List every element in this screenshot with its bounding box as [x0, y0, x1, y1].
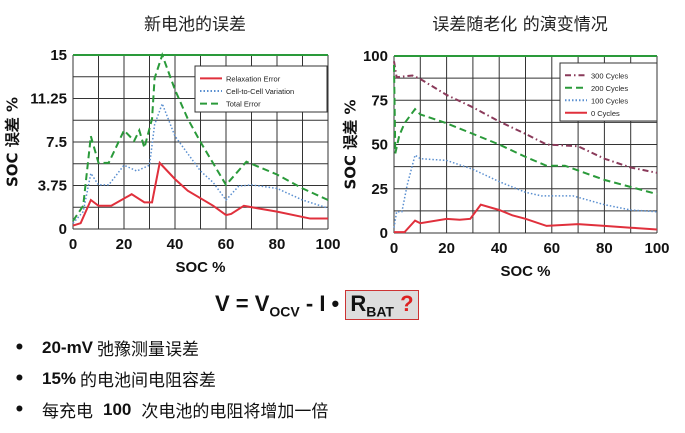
eq-v: V = V [215, 291, 270, 316]
y-tick-label: 100 [363, 48, 388, 65]
x-tick-label: 0 [69, 236, 77, 253]
series-line [72, 160, 328, 227]
x-tick-label: 60 [543, 240, 560, 257]
series-line [393, 61, 658, 174]
legend-label: 300 Cycles [591, 71, 628, 80]
chart-title-aging: 误差随老化 的演变情况 [432, 15, 608, 35]
bullet-item: • 15% 的电池间电阻容差 [14, 363, 328, 394]
rbat-box: RBAT ? [345, 290, 419, 321]
bullet-bold: 100 [103, 399, 132, 419]
bullet-bold: 15% [42, 368, 77, 388]
bullet-dot: • [14, 368, 25, 389]
eq-bat: BAT [366, 303, 394, 320]
eq-ocv: OCV [269, 303, 300, 320]
legend-label: 0 Cycles [591, 109, 620, 118]
voltage-equation: V = VOCV - I • RBAT ? [215, 290, 419, 321]
series-line [394, 203, 658, 234]
y-tick-label: 0 [59, 221, 67, 238]
y-axis-label: SOC 误差 % [4, 97, 22, 187]
bullet-text: 次电池的电阻将增加一倍 [141, 402, 329, 422]
y-tick-label: 50 [371, 137, 388, 154]
x-tick-label: 40 [491, 240, 508, 257]
x-tick-label: 40 [167, 236, 184, 253]
chart-title-new-battery: 新电池的误差 [144, 15, 246, 35]
x-tick-label: 60 [218, 236, 235, 253]
eq-mid: - I • [299, 291, 346, 316]
x-tick-label: 80 [269, 236, 286, 253]
bullet-dot: • [14, 337, 25, 358]
y-tick-label: 25 [371, 181, 388, 198]
question-mark: ? [400, 291, 414, 316]
x-axis-label: SOC % [175, 259, 225, 276]
y-axis-label: SOC 误差 % [342, 99, 360, 189]
y-tick-label: 0 [380, 225, 388, 242]
legend-label: Relaxation Error [226, 74, 281, 83]
bullet-bold: 20-mV [42, 337, 94, 357]
x-tick-label: 100 [644, 240, 669, 257]
bullet-dot: • [14, 399, 25, 420]
bullet-item: • 每充电 100 次电池的电阻将增加一倍 [14, 394, 328, 425]
x-tick-label: 20 [438, 240, 455, 257]
y-tick-label: 75 [371, 92, 388, 109]
y-tick-label: 11.25 [30, 91, 67, 108]
series-line [72, 101, 329, 224]
bullet-text: 的电池间电阻容差 [80, 371, 217, 391]
eq-r: R [350, 291, 367, 316]
legend-label: 100 Cycles [591, 96, 628, 105]
bullet-text: 弛豫测量误差 [97, 340, 200, 360]
series-line [72, 51, 329, 222]
x-tick-label: 80 [596, 240, 613, 257]
chart-1: 0 20 40 60 80 100 0 25 50 75 100 SOC % SOC 误差 % 300 C… [342, 48, 670, 280]
y-tick-label: 3.75 [38, 178, 67, 195]
x-tick-label: 0 [390, 240, 398, 257]
bullet-item: • 20-mV 弛豫测量误差 [14, 332, 328, 363]
y-tick-label: 15 [50, 47, 67, 64]
x-axis-label: SOC % [500, 263, 550, 280]
series-line [393, 153, 658, 228]
legend-box [559, 62, 658, 122]
series-line [393, 64, 658, 196]
legend-label: Total Error [226, 100, 261, 109]
x-tick-label: 100 [315, 236, 340, 253]
bullet-list: • 20-mV 弛豫测量误差 • 15% 的电池间电阻容差 • 每充电 100 次电池的电阻将… [14, 332, 328, 425]
bullet-text: 每充电 [42, 402, 93, 422]
legend-label: Cell-to-Cell Variation [226, 87, 294, 96]
y-tick-label: 7.5 [46, 134, 67, 151]
x-tick-label: 20 [116, 236, 133, 253]
chart-0: 0 20 40 60 80 100 0 3.75 7.5 11.25 15 SOC % SOC 误差 %… [4, 47, 341, 276]
legend-label: 200 Cycles [591, 84, 628, 93]
